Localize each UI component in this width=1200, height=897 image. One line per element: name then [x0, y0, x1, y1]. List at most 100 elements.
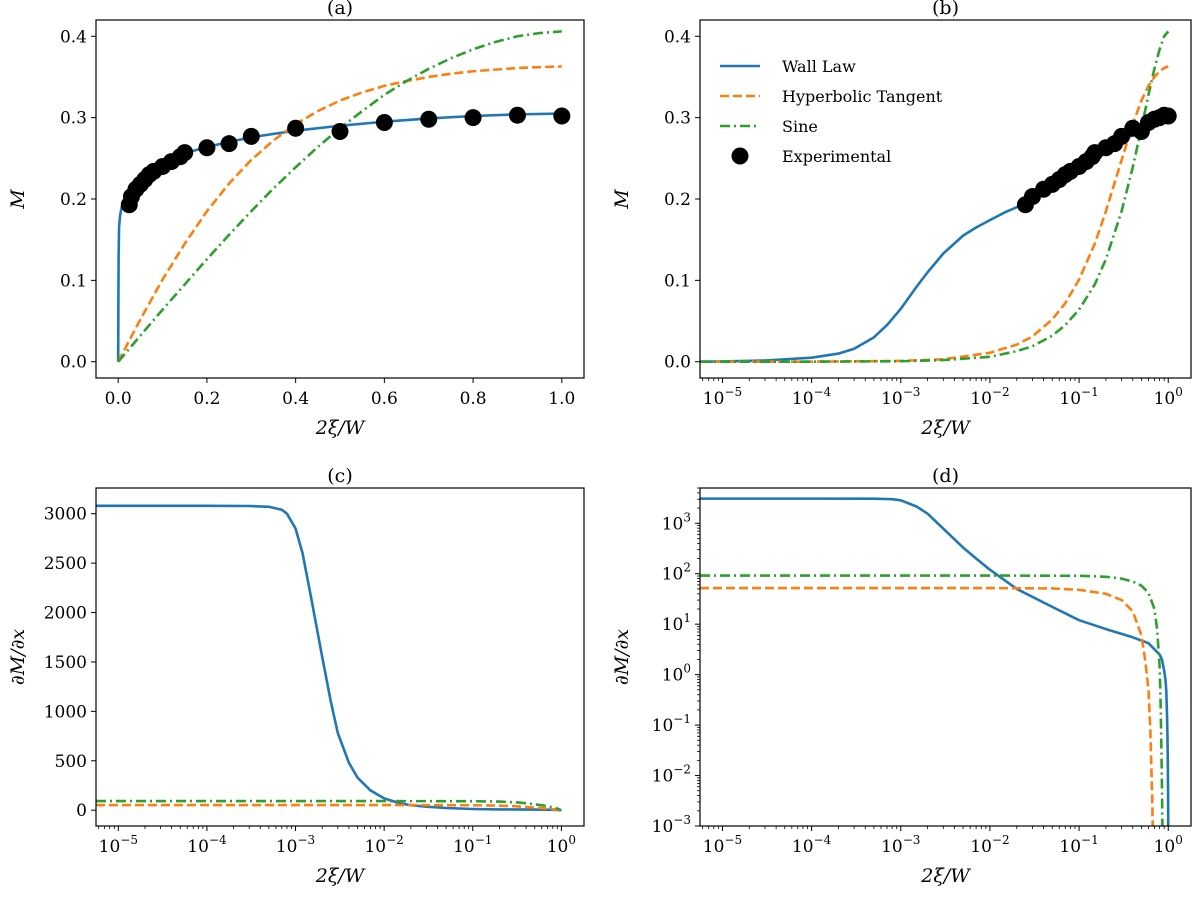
y-tick-label: 1500: [44, 653, 87, 673]
x-axis-label: 2ξ/W: [920, 865, 971, 887]
legend-item: Wall Law: [720, 57, 856, 76]
legend-marker: [731, 147, 749, 165]
y-tick-label: 0.2: [60, 190, 87, 210]
legend: Wall Law Hyperbolic Tangent Sine Experiment…: [720, 57, 943, 166]
series-hyperbolic-tangent-a: [117, 65, 562, 363]
x-tick-label: 10−1: [453, 833, 492, 857]
x-tick-label: 100: [1154, 833, 1183, 857]
x-axis-label: 2ξ/W: [315, 865, 366, 887]
legend-label: Sine: [782, 117, 818, 136]
panel-title: (d): [932, 465, 959, 487]
series-sine-c: [96, 799, 562, 812]
data-point: [176, 144, 194, 162]
x-tick-label: 10−2: [364, 833, 403, 857]
panel-title: (b): [932, 0, 959, 19]
y-tick-label: 1000: [44, 702, 87, 722]
panel-title: (c): [327, 465, 352, 487]
x-axis-label: 2ξ/W: [315, 417, 366, 439]
series-experimental-a: [120, 106, 571, 214]
data-point: [242, 127, 260, 145]
data-point: [287, 119, 305, 137]
x-tick-label: 0.0: [105, 389, 132, 409]
x-tick-label: 100: [547, 833, 576, 857]
data-point: [508, 106, 526, 124]
y-tick-label: 102: [662, 561, 691, 585]
x-tick-label: 10−5: [703, 833, 742, 857]
data-point: [553, 107, 571, 125]
y-axis-label: ∂M/∂x: [7, 629, 29, 686]
x-tick-label: 10−2: [970, 833, 1009, 857]
y-tick-label: 0.2: [664, 190, 691, 210]
y-tick-label: 100: [662, 662, 691, 686]
y-tick-label: 0.1: [664, 271, 691, 291]
series-hyperbolic-tangent-d: [700, 586, 1155, 826]
y-tick-label: 0.4: [60, 27, 87, 47]
data-point: [464, 109, 482, 127]
data-point: [420, 110, 438, 128]
legend-label: Hyperbolic Tangent: [782, 87, 943, 106]
legend-item: Hyperbolic Tangent: [720, 87, 943, 106]
y-tick-label: 0.0: [664, 353, 691, 373]
panel-a: 0.0 0.2 0.4 0.6 0.8 1.0 0.0 0.1 0.2 0.3 0.4 (a) 2ξ/W…: [7, 0, 585, 439]
series-experimental-b: [1016, 106, 1177, 214]
axes-frame-c: [95, 487, 585, 827]
y-tick-label: 500: [55, 752, 87, 772]
panel-title: (a): [327, 0, 353, 19]
data-point: [1159, 107, 1177, 125]
y-tick-label: 10−3: [652, 813, 691, 837]
x-tick-label: 10−5: [703, 385, 742, 409]
series-hyperbolic-tangent-b: [700, 65, 1169, 364]
x-tick-label: 100: [1154, 385, 1183, 409]
x-axis-label: 2ξ/W: [920, 417, 971, 439]
plot-area-c: [96, 504, 562, 812]
x-tick-label: 10−4: [792, 833, 832, 857]
legend-label: Wall Law: [782, 57, 856, 76]
x-tick-label: 10−3: [881, 385, 920, 409]
y-axis-label: M: [7, 189, 29, 210]
y-tick-label: 10−1: [652, 712, 691, 736]
legend-item: Experimental: [731, 147, 891, 166]
y-tick-label: 101: [662, 611, 691, 635]
x-tick-label: 10−3: [881, 833, 920, 857]
x-tick-label: 10−1: [1059, 833, 1098, 857]
data-point: [220, 135, 238, 153]
x-tick-label: 10−4: [187, 833, 227, 857]
y-tick-label: 0.1: [60, 271, 87, 291]
panel-d: 10−5 10−4 10−3 10−2 10−1 100 10−3 10−2 10−1 100 10…: [611, 465, 1192, 887]
plot-area-a: [116, 30, 571, 363]
x-tick-label: 0.8: [460, 389, 487, 409]
data-point: [375, 114, 393, 132]
axes-frame-a: [95, 19, 585, 379]
series-sine-d: [700, 574, 1164, 826]
y-tick-label: 2500: [44, 554, 87, 574]
series-wall-law-c: [96, 504, 562, 812]
y-tick-label: 10−2: [652, 763, 691, 787]
y-tick-label: 0: [76, 801, 87, 821]
x-tick-label: 1.0: [548, 389, 575, 409]
plot-area-d: [700, 497, 1170, 826]
plot-area-b: [700, 30, 1177, 364]
x-tick-label: 10−1: [1059, 385, 1098, 409]
y-tick-label: 0.3: [60, 109, 87, 129]
y-tick-label: 3000: [44, 505, 87, 525]
series-sine-b: [700, 30, 1170, 364]
legend-label: Experimental: [782, 147, 891, 166]
data-point: [331, 122, 349, 140]
data-point: [198, 139, 216, 157]
series-sine-a: [117, 30, 562, 363]
panel-b: 10−5 10−4 10−3 10−2 10−1 100 0.0 0.1 0.2 0.3 0.4 (b…: [611, 0, 1192, 439]
y-tick-label: 0.0: [60, 353, 87, 373]
y-tick-label: 0.3: [664, 109, 691, 129]
axes-frame-d: [699, 487, 1192, 827]
y-tick-label: 103: [662, 510, 691, 534]
panel-c: 10−5 10−4 10−3 10−2 10−1 10005001000150020002…: [7, 465, 585, 887]
legend-item: Sine: [720, 117, 818, 136]
x-tick-label: 10−5: [99, 833, 138, 857]
x-tick-label: 10−2: [970, 385, 1009, 409]
y-tick-label: 2000: [44, 604, 87, 624]
x-tick-label: 0.6: [371, 389, 398, 409]
x-tick-label: 0.2: [193, 389, 220, 409]
x-tick-label: 10−3: [276, 833, 315, 857]
series-hyperbolic-tangent-c: [96, 803, 562, 812]
